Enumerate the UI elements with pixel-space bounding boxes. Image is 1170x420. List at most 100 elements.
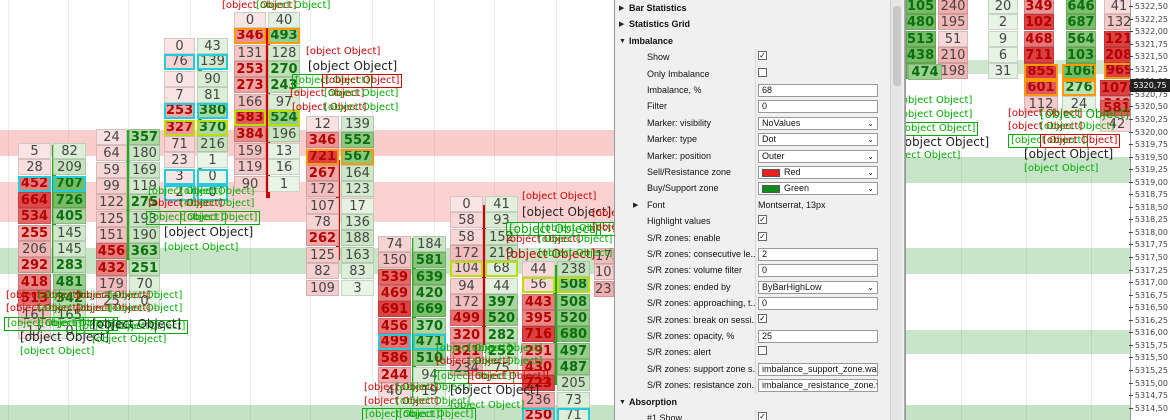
bid-volume-cell: 131 (234, 44, 266, 61)
setting-row[interactable]: Buy/Support zone Green ⌄ (615, 180, 890, 198)
chevron-down-icon[interactable]: ⌄ (867, 168, 874, 177)
text-input[interactable]: imbalance_resistance_zone.v (758, 379, 878, 393)
setting-editor[interactable]: ✓ (758, 412, 878, 420)
price-tick-mark (1128, 407, 1133, 409)
setting-editor[interactable]: 0 (758, 264, 878, 278)
setting-row[interactable]: Imbalance, % 68 (615, 82, 890, 99)
text-input[interactable]: 2 (758, 248, 878, 261)
setting-editor[interactable] (758, 67, 878, 81)
ask-volume-cell: 680 (557, 326, 590, 343)
text-input[interactable]: 0 (758, 297, 878, 311)
dropdown-select[interactable]: Green ⌄ (758, 182, 878, 196)
ask-volume-cell: 552 (341, 132, 374, 149)
footprint-chart-right[interactable]: 1059240203496464148041952102768713251385… (905, 0, 1170, 420)
dropdown-select[interactable]: Red ⌄ (758, 166, 878, 179)
setting-editor[interactable]: ✓ (758, 215, 878, 228)
setting-row[interactable]: S/R zones: opacity, % 25 (615, 328, 890, 345)
expand-arrow-icon[interactable]: ▶ (633, 201, 639, 209)
setting-row[interactable]: Sell/Resistance zone Red ⌄ (615, 164, 890, 181)
scrollbar-thumb[interactable] (893, 6, 901, 86)
price-tick-text: 5315,25 (1134, 365, 1168, 375)
text-input[interactable]: 68 (758, 84, 878, 97)
setting-row[interactable]: ▶ Statistics Grid (615, 16, 890, 33)
setting-editor[interactable]: 0 (758, 100, 878, 114)
text-input[interactable]: 25 (758, 330, 878, 343)
setting-editor[interactable]: ✓ (758, 313, 878, 327)
setting-row[interactable]: S/R zones: consecutive le... 2 (615, 246, 890, 263)
setting-row[interactable]: S/R zones: support zone s... imbalance_su… (615, 360, 890, 378)
setting-row[interactable]: ▶ Bar Statistics (615, 0, 890, 17)
setting-editor[interactable]: ✓ (758, 231, 878, 245)
checkbox[interactable] (758, 67, 767, 77)
footprint-chart-left[interactable]: 0 40 346 493 131 128 253 270 273 243 166 97 583 524 38… (0, 0, 615, 420)
checkbox[interactable]: ✓ (758, 215, 767, 225)
setting-row[interactable]: S/R zones: approaching, t... 0 (615, 295, 890, 313)
chevron-down-icon[interactable]: ⌄ (867, 184, 874, 194)
setting-row[interactable]: S/R zones: resistance zon... imbalance_re… (615, 377, 890, 395)
setting-editor[interactable]: imbalance_support_zone.wa (758, 362, 878, 376)
setting-row[interactable]: Marker: type Dot ⌄ (615, 131, 890, 149)
text-input[interactable]: 0 (758, 100, 878, 114)
bar-statistic: [object Object] (396, 408, 477, 420)
expand-arrow-icon[interactable]: ▶ (619, 21, 625, 29)
price-tick-mark (1128, 106, 1133, 108)
setting-row[interactable]: Show ✓ (615, 49, 890, 67)
checkbox[interactable] (758, 346, 767, 356)
collapse-arrow-icon[interactable]: ▼ (619, 37, 626, 45)
chevron-down-icon[interactable]: ⌄ (867, 151, 874, 161)
dropdown-select[interactable]: Outer ⌄ (758, 149, 878, 163)
setting-editor[interactable]: ByBarHighLow ⌄ (758, 280, 878, 294)
setting-editor[interactable]: 68 (758, 84, 878, 97)
chevron-down-icon[interactable]: ⌄ (867, 282, 874, 292)
setting-row[interactable]: Highlight values ✓ (615, 213, 890, 231)
setting-row[interactable]: ▼ Absorption (615, 394, 890, 411)
setting-row[interactable]: ▶ Font Montserrat, 13px (615, 196, 890, 214)
checkbox[interactable]: ✓ (758, 231, 767, 241)
setting-row[interactable]: S/R zones: ended by ByBarHighLow ⌄ (615, 278, 890, 296)
setting-row[interactable]: Filter 0 (615, 98, 890, 116)
setting-editor[interactable]: Outer ⌄ (758, 149, 878, 163)
setting-row[interactable]: ▼ Imbalance (615, 33, 890, 50)
setting-editor[interactable]: NoValues ⌄ (758, 116, 878, 130)
support-zone (906, 405, 1170, 420)
price-tick-text: 5320,00 (1134, 127, 1168, 137)
text-input[interactable]: imbalance_support_zone.wa (758, 362, 878, 376)
setting-row[interactable]: Marker: visibility NoValues ⌄ (615, 114, 890, 132)
dropdown-select[interactable]: ByBarHighLow ⌄ (758, 280, 878, 294)
settings-scrollbar[interactable] (890, 0, 902, 420)
setting-editor[interactable]: Dot ⌄ (758, 133, 878, 147)
checkbox[interactable]: ✓ (758, 412, 767, 420)
checkbox[interactable]: ✓ (758, 51, 767, 61)
price-tick-label: 5314,50 (1128, 404, 1168, 413)
setting-row[interactable]: #1 Show ✓ (615, 410, 890, 420)
setting-editor[interactable]: Montserrat, 13px (758, 199, 878, 212)
setting-row[interactable]: S/R zones: enable ✓ (615, 229, 890, 247)
setting-row[interactable]: S/R zones: alert (615, 344, 890, 362)
dropdown-select[interactable]: NoValues ⌄ (758, 116, 878, 130)
price-axis[interactable]: 5322,50 5322,25 5322,00 5321,75 5321,50 5321,… (1128, 0, 1170, 420)
collapse-arrow-icon[interactable]: ▼ (619, 398, 626, 406)
dropdown-select[interactable]: Dot ⌄ (758, 133, 878, 147)
setting-editor[interactable]: 2 (758, 248, 878, 261)
text-input[interactable]: 0 (758, 264, 878, 278)
setting-editor[interactable]: 25 (758, 330, 878, 343)
setting-row[interactable]: S/R zones: volume filter 0 (615, 262, 890, 280)
setting-row[interactable]: Only Imbalance (615, 65, 890, 83)
chevron-down-icon[interactable]: ⌄ (867, 118, 874, 128)
setting-editor[interactable]: ✓ (758, 51, 878, 64)
bid-volume-cell: 513 (18, 290, 51, 307)
indicator-settings-panel[interactable]: ▶ Bar Statistics ▶ Statistics Grid ▼ Imbalanc… (615, 0, 905, 420)
setting-editor[interactable]: imbalance_resistance_zone.v (758, 379, 878, 393)
bid-volume-cell: 716 (522, 326, 555, 343)
checkbox[interactable]: ✓ (758, 313, 767, 323)
setting-row[interactable]: Marker: position Outer ⌄ (615, 147, 890, 165)
setting-row[interactable]: S/R zones: break on sessi... ✓ (615, 311, 890, 329)
setting-editor[interactable]: Red ⌄ (758, 166, 878, 179)
setting-editor[interactable] (758, 346, 878, 359)
bid-volume-cell: 172 (450, 245, 483, 262)
chevron-down-icon[interactable]: ⌄ (867, 135, 874, 145)
setting-editor[interactable]: 0 (758, 297, 878, 311)
setting-editor[interactable]: Green ⌄ (758, 182, 878, 196)
expand-arrow-icon[interactable]: ▶ (619, 5, 625, 12)
